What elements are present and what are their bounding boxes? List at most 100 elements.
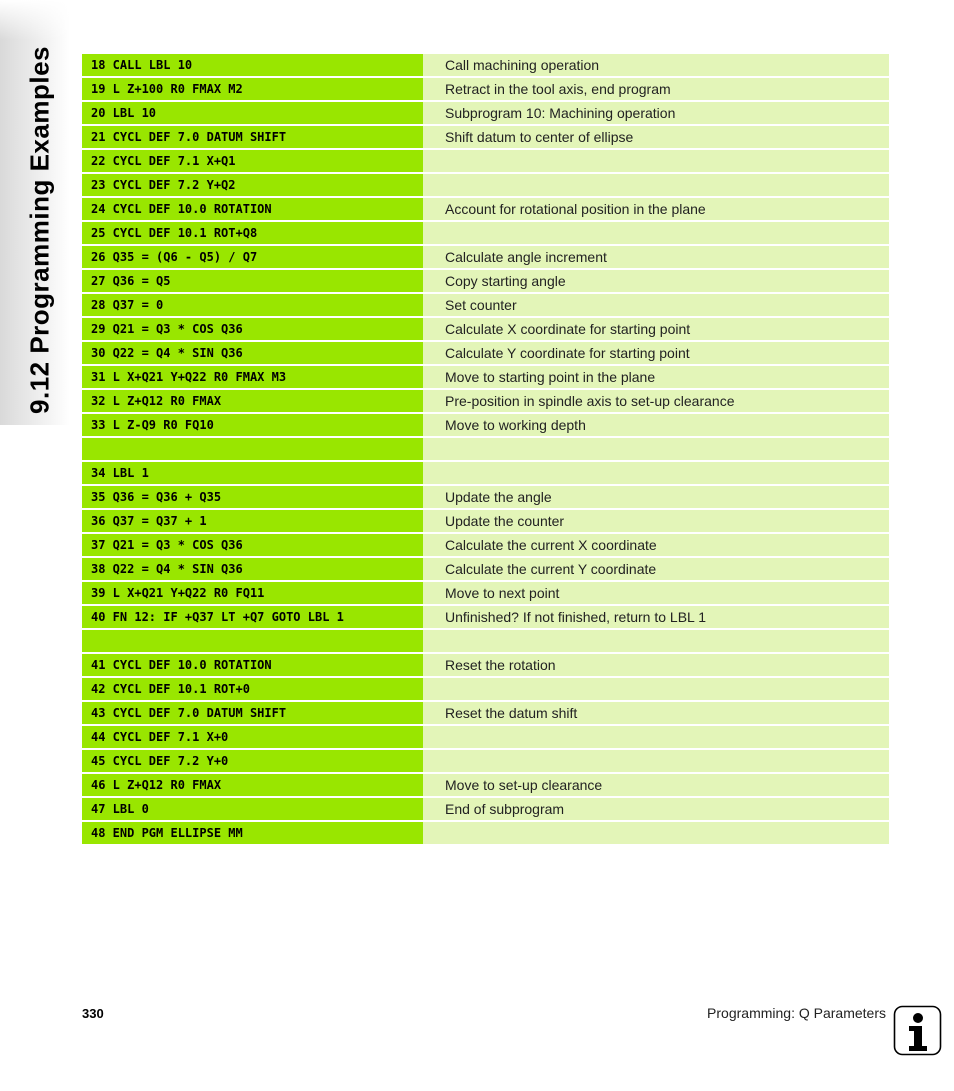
table-row: 46 L Z+Q12 R0 FMAX Move to set-up clearan… — [82, 774, 889, 796]
nc-code-cell: 38 Q22 = Q4 * SIN Q36 — [82, 558, 423, 580]
nc-code-cell: 28 Q37 = 0 — [82, 294, 423, 316]
description-cell: Pre-position in spindle axis to set-up c… — [423, 390, 889, 412]
nc-code-cell: 31 L X+Q21 Y+Q22 R0 FMAX M3 — [82, 366, 423, 388]
info-icon — [893, 1005, 942, 1056]
description-cell: Copy starting angle — [423, 270, 889, 292]
table-row: 45 CYCL DEF 7.2 Y+0 — [82, 750, 889, 772]
description-cell: Update the counter — [423, 510, 889, 532]
nc-code-cell: 41 CYCL DEF 10.0 ROTATION — [82, 654, 423, 676]
table-row — [82, 438, 889, 460]
nc-code-cell: 23 CYCL DEF 7.2 Y+Q2 — [82, 174, 423, 196]
table-row: 18 CALL LBL 10 Call machining operation — [82, 54, 889, 76]
nc-code-cell: 18 CALL LBL 10 — [82, 54, 423, 76]
description-cell — [423, 822, 889, 844]
description-cell — [423, 678, 889, 700]
table-row: 39 L X+Q21 Y+Q22 R0 FQ11 Move to next poi… — [82, 582, 889, 604]
table-row: 29 Q21 = Q3 * COS Q36 Calculate X coordin… — [82, 318, 889, 340]
nc-code-cell: 46 L Z+Q12 R0 FMAX — [82, 774, 423, 796]
description-cell — [423, 150, 889, 172]
nc-code-cell — [82, 630, 423, 652]
table-row: 35 Q36 = Q36 + Q35 Update the angle — [82, 486, 889, 508]
nc-code-cell: 22 CYCL DEF 7.1 X+Q1 — [82, 150, 423, 172]
nc-code-cell: 24 CYCL DEF 10.0 ROTATION — [82, 198, 423, 220]
nc-code-cell: 29 Q21 = Q3 * COS Q36 — [82, 318, 423, 340]
description-cell — [423, 222, 889, 244]
description-cell — [423, 438, 889, 460]
description-cell: Update the angle — [423, 486, 889, 508]
description-cell: Call machining operation — [423, 54, 889, 76]
chapter-side-tab — [0, 0, 76, 425]
description-cell: Calculate angle increment — [423, 246, 889, 268]
nc-code-cell: 47 LBL 0 — [82, 798, 423, 820]
table-row: 19 L Z+100 R0 FMAX M2 Retract in the tool… — [82, 78, 889, 100]
program-listing-table: 18 CALL LBL 10 Call machining operation 19… — [82, 54, 889, 846]
description-cell: Move to next point — [423, 582, 889, 604]
table-row: 30 Q22 = Q4 * SIN Q36 Calculate Y coordin… — [82, 342, 889, 364]
description-cell — [423, 750, 889, 772]
description-cell: Move to working depth — [423, 414, 889, 436]
description-cell: Shift datum to center of ellipse — [423, 126, 889, 148]
nc-code-cell — [82, 438, 423, 460]
nc-code-cell: 19 L Z+100 R0 FMAX M2 — [82, 78, 423, 100]
description-cell: Calculate X coordinate for starting poin… — [423, 318, 889, 340]
table-row: 40 FN 12: IF +Q37 LT +Q7 GOTO LBL 1 Unfin… — [82, 606, 889, 628]
description-cell: Move to set-up clearance — [423, 774, 889, 796]
nc-code-cell: 30 Q22 = Q4 * SIN Q36 — [82, 342, 423, 364]
description-cell — [423, 174, 889, 196]
description-cell — [423, 462, 889, 484]
nc-code-cell: 27 Q36 = Q5 — [82, 270, 423, 292]
footer-chapter-title: Programming: Q Parameters — [707, 1005, 886, 1021]
table-row: 20 LBL 10 Subprogram 10: Machining operat… — [82, 102, 889, 124]
description-cell: End of subprogram — [423, 798, 889, 820]
table-row: 32 L Z+Q12 R0 FMAX Pre-position in spindl… — [82, 390, 889, 412]
description-cell: Account for rotational position in the p… — [423, 198, 889, 220]
table-row: 47 LBL 0 End of subprogram — [82, 798, 889, 820]
nc-code-cell: 40 FN 12: IF +Q37 LT +Q7 GOTO LBL 1 — [82, 606, 423, 628]
table-row: 27 Q36 = Q5 Copy starting angle — [82, 270, 889, 292]
nc-code-cell: 37 Q21 = Q3 * COS Q36 — [82, 534, 423, 556]
table-row: 41 CYCL DEF 10.0 ROTATION Reset the rotat… — [82, 654, 889, 676]
description-cell: Unfinished? If not finished, return to L… — [423, 606, 889, 628]
table-row: 34 LBL 1 — [82, 462, 889, 484]
table-row — [82, 630, 889, 652]
nc-code-cell: 34 LBL 1 — [82, 462, 423, 484]
table-row: 28 Q37 = 0 Set counter — [82, 294, 889, 316]
nc-code-cell: 33 L Z-Q9 R0 FQ10 — [82, 414, 423, 436]
description-cell: Set counter — [423, 294, 889, 316]
nc-code-cell: 35 Q36 = Q36 + Q35 — [82, 486, 423, 508]
nc-code-cell: 36 Q37 = Q37 + 1 — [82, 510, 423, 532]
table-row: 37 Q21 = Q3 * COS Q36 Calculate the curre… — [82, 534, 889, 556]
nc-code-cell: 32 L Z+Q12 R0 FMAX — [82, 390, 423, 412]
description-cell: Calculate the current Y coordinate — [423, 558, 889, 580]
table-row: 22 CYCL DEF 7.1 X+Q1 — [82, 150, 889, 172]
nc-code-cell: 44 CYCL DEF 7.1 X+0 — [82, 726, 423, 748]
nc-code-cell: 39 L X+Q21 Y+Q22 R0 FQ11 — [82, 582, 423, 604]
table-row: 33 L Z-Q9 R0 FQ10 Move to working depth — [82, 414, 889, 436]
table-row: 21 CYCL DEF 7.0 DATUM SHIFT Shift datum t… — [82, 126, 889, 148]
description-cell: Reset the datum shift — [423, 702, 889, 724]
nc-code-cell: 26 Q35 = (Q6 - Q5) / Q7 — [82, 246, 423, 268]
nc-code-cell: 48 END PGM ELLIPSE MM — [82, 822, 423, 844]
description-cell: Calculate Y coordinate for starting poin… — [423, 342, 889, 364]
table-row: 38 Q22 = Q4 * SIN Q36 Calculate the curre… — [82, 558, 889, 580]
table-row: 23 CYCL DEF 7.2 Y+Q2 — [82, 174, 889, 196]
page-number: 330 — [82, 1006, 104, 1021]
description-cell: Subprogram 10: Machining operation — [423, 102, 889, 124]
description-cell: Calculate the current X coordinate — [423, 534, 889, 556]
table-row: 36 Q37 = Q37 + 1 Update the counter — [82, 510, 889, 532]
table-row: 26 Q35 = (Q6 - Q5) / Q7 Calculate angle i… — [82, 246, 889, 268]
nc-code-cell: 21 CYCL DEF 7.0 DATUM SHIFT — [82, 126, 423, 148]
nc-code-cell: 20 LBL 10 — [82, 102, 423, 124]
description-cell: Retract in the tool axis, end program — [423, 78, 889, 100]
nc-code-cell: 45 CYCL DEF 7.2 Y+0 — [82, 750, 423, 772]
table-row: 24 CYCL DEF 10.0 ROTATION Account for rot… — [82, 198, 889, 220]
table-row: 42 CYCL DEF 10.1 ROT+0 — [82, 678, 889, 700]
description-cell: Reset the rotation — [423, 654, 889, 676]
description-cell — [423, 630, 889, 652]
table-row: 44 CYCL DEF 7.1 X+0 — [82, 726, 889, 748]
table-row: 48 END PGM ELLIPSE MM — [82, 822, 889, 844]
table-row: 25 CYCL DEF 10.1 ROT+Q8 — [82, 222, 889, 244]
table-row: 43 CYCL DEF 7.0 DATUM SHIFT Reset the dat… — [82, 702, 889, 724]
description-cell — [423, 726, 889, 748]
table-row: 31 L X+Q21 Y+Q22 R0 FMAX M3 Move to start… — [82, 366, 889, 388]
